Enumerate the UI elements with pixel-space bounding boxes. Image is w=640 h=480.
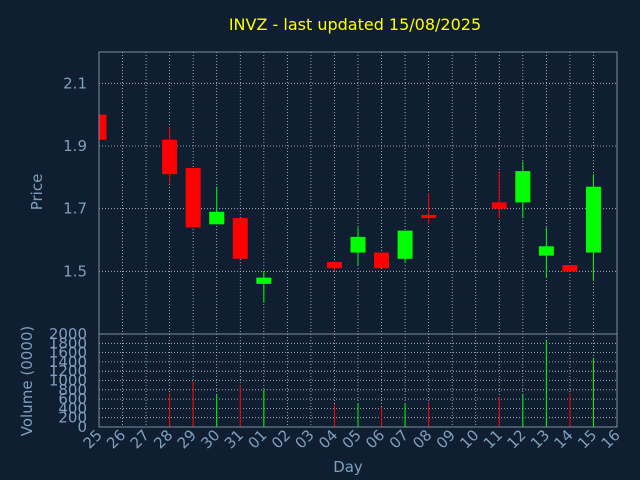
candle: [515, 161, 531, 219]
volume-tick-label: 400: [58, 399, 87, 417]
candle-body: [515, 171, 531, 203]
candle-body: [209, 211, 225, 225]
candle: [562, 265, 578, 272]
price-tick-label: 2.1: [63, 74, 87, 92]
x-tick-label: 03: [292, 426, 318, 452]
candle: [397, 230, 413, 262]
volume-frame: [98, 333, 618, 428]
volume-tick-label: 1400: [49, 353, 87, 371]
volume-tick-label: 1600: [49, 344, 87, 362]
volume-tick-label: 2000: [49, 325, 87, 343]
candle-body: [185, 167, 201, 228]
candle-body: [538, 246, 554, 256]
candle-body: [232, 218, 248, 259]
chart-title: INVZ - last updated 15/08/2025: [229, 15, 481, 34]
x-tick-labels: 2526272829303101020304050607080910111213…: [80, 426, 624, 452]
volume-tick-label: 0: [77, 418, 87, 436]
x-tick-label: 06: [362, 426, 388, 452]
candle-body: [421, 214, 437, 219]
x-tick-label: 07: [386, 426, 412, 452]
candle: [256, 271, 272, 303]
candle-body: [562, 265, 578, 272]
candle-body: [256, 277, 272, 284]
candle: [162, 127, 178, 184]
volume-tick-label: 1000: [49, 372, 87, 390]
candle: [374, 252, 390, 269]
candle: [98, 114, 107, 140]
x-tick-label: 09: [433, 426, 459, 452]
x-tick-label: 15: [574, 426, 600, 452]
candle-body: [350, 236, 366, 253]
candle-body: [326, 261, 342, 269]
x-tick-label: 27: [127, 426, 153, 452]
x-tick-label: 08: [409, 426, 435, 452]
x-tick-label: 01: [244, 426, 270, 452]
volume-tick-label: 1800: [49, 334, 87, 352]
volume-tick-label: 1200: [49, 362, 87, 380]
candle: [185, 167, 201, 228]
x-tick-label: 13: [527, 426, 553, 452]
price-tick-label: 1.7: [63, 200, 87, 218]
candle-body: [397, 230, 413, 259]
volume-tick-label: 200: [58, 409, 87, 427]
x-tick-label: 30: [197, 426, 223, 452]
candle-body: [491, 202, 507, 209]
candle: [585, 174, 601, 281]
price-tick-label: 1.9: [63, 137, 87, 155]
x-tick-label: 10: [456, 426, 482, 452]
price-tick-label: 1.5: [63, 262, 87, 280]
candle-body: [99, 114, 107, 140]
price-panel: 1.5 1.7 1.9 2.1: [63, 51, 618, 335]
candle-body: [162, 139, 178, 175]
volume-tick-label: 600: [58, 390, 87, 408]
x-tick-label: 05: [339, 426, 365, 452]
x-axis-label: Day: [333, 458, 363, 476]
x-tick-label: 11: [480, 426, 506, 452]
volume-tick-label: 800: [58, 381, 87, 399]
x-tick-label: 28: [150, 426, 176, 452]
candle-body: [374, 252, 390, 269]
candle: [232, 218, 248, 259]
candle-body: [585, 186, 601, 253]
x-tick-label: 16: [598, 426, 624, 452]
candle: [491, 171, 507, 219]
x-tick-label: 02: [268, 426, 294, 452]
volume-axis-label: Volume (0000): [18, 326, 36, 436]
x-tick-label: 14: [551, 426, 577, 452]
x-tick-label: 04: [315, 426, 341, 452]
candle: [421, 193, 437, 225]
x-tick-label: 31: [221, 426, 247, 452]
candle: [326, 261, 342, 272]
x-tick-label: 12: [503, 426, 529, 452]
candle: [209, 186, 225, 225]
candle: [350, 227, 366, 266]
price-axis-label: Price: [28, 174, 46, 211]
x-tick-label: 29: [174, 426, 200, 452]
candle: [538, 227, 554, 278]
x-tick-label: 26: [103, 426, 129, 452]
